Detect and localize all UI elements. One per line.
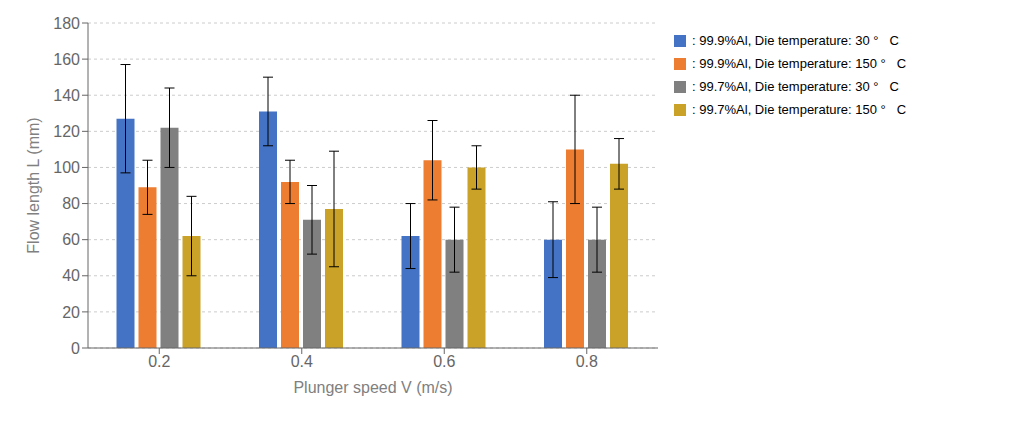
- svg-text:0.8: 0.8: [576, 353, 598, 370]
- svg-text:180: 180: [53, 15, 80, 32]
- svg-text:Flow length L (mm): Flow length L (mm): [25, 117, 42, 253]
- svg-text:0.2: 0.2: [148, 353, 170, 370]
- svg-text:140: 140: [53, 87, 80, 104]
- html-text:: 99.9%Al, Die temperature: 30: : 99.9%Al, Die temperature: 30 ° C: [692, 33, 899, 48]
- svg-text:0.6: 0.6: [433, 353, 455, 370]
- html-text:: 99.7%Al, Die temperature: 15: : 99.7%Al, Die temperature: 150 ° C: [692, 102, 906, 117]
- svg-text:0.4: 0.4: [291, 353, 313, 370]
- html-text:: 99.7%Al, Die temperature: 30: : 99.7%Al, Die temperature: 30 ° C: [692, 79, 899, 94]
- svg-text:120: 120: [53, 123, 80, 140]
- svg-text:20: 20: [62, 304, 80, 321]
- svg-text:40: 40: [62, 267, 80, 284]
- svg-text:80: 80: [62, 195, 80, 212]
- html-text:: 99.9%Al, Die temperature: 15: : 99.9%Al, Die temperature: 150 ° C: [692, 56, 906, 71]
- svg-text:Plunger speed V (m/s): Plunger speed V (m/s): [293, 379, 452, 396]
- svg-text:100: 100: [53, 159, 80, 176]
- svg-text:160: 160: [53, 51, 80, 68]
- svg-text:0: 0: [71, 340, 80, 357]
- svg-text:60: 60: [62, 231, 80, 248]
